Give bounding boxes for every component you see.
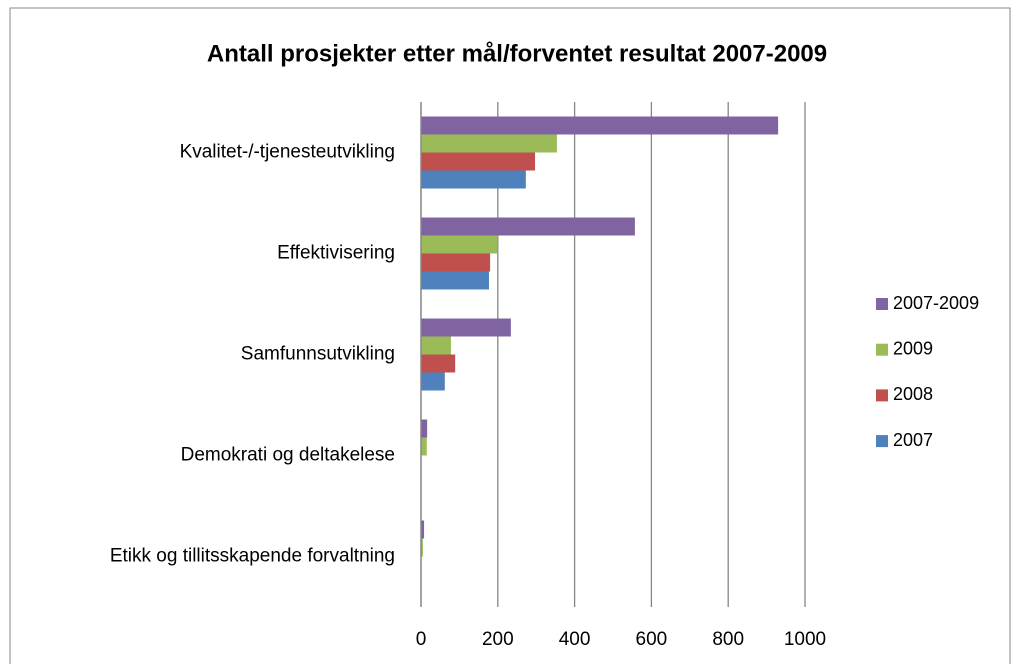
bar	[421, 354, 456, 373]
bar	[421, 336, 451, 355]
x-tick-label: 800	[712, 629, 744, 650]
legend-swatch	[876, 389, 888, 402]
x-tick-label: 1000	[784, 629, 826, 650]
y-tick-label: Kvalitet-/-tjenesteutvikling	[180, 142, 395, 163]
bar	[421, 419, 428, 438]
x-tick-label: 200	[482, 629, 514, 650]
legend-label: 2007	[893, 430, 933, 450]
y-tick-label: Etikk og tillitsskapende forvaltning	[110, 546, 395, 567]
bar	[421, 170, 526, 189]
bar	[421, 116, 779, 135]
legend-swatch	[876, 343, 888, 356]
y-tick-label: Demokrati og deltakelese	[181, 445, 395, 466]
bar	[421, 538, 423, 557]
legend-label: 2007-2009	[893, 293, 979, 313]
legend-swatch	[876, 298, 888, 310]
bar	[421, 372, 445, 391]
x-tick-label: 0	[416, 629, 427, 650]
bar	[421, 271, 489, 290]
x-tick-label: 600	[636, 629, 668, 650]
legend-label: 2009	[893, 338, 933, 358]
x-tick-label: 400	[559, 629, 591, 650]
bar	[421, 520, 425, 539]
y-tick-label: Samfunnsutvikling	[241, 344, 395, 365]
chart-title: Antall prosjekter etter mål/forventet re…	[207, 40, 827, 67]
bar	[421, 217, 635, 236]
bar	[421, 152, 536, 171]
bar	[421, 134, 557, 153]
legend-label: 2008	[893, 384, 933, 404]
bar	[421, 235, 498, 254]
bar	[421, 437, 427, 456]
bar	[421, 318, 511, 337]
legend-swatch	[876, 435, 888, 448]
bar	[421, 253, 491, 272]
y-tick-label: Effektivisering	[277, 243, 395, 264]
